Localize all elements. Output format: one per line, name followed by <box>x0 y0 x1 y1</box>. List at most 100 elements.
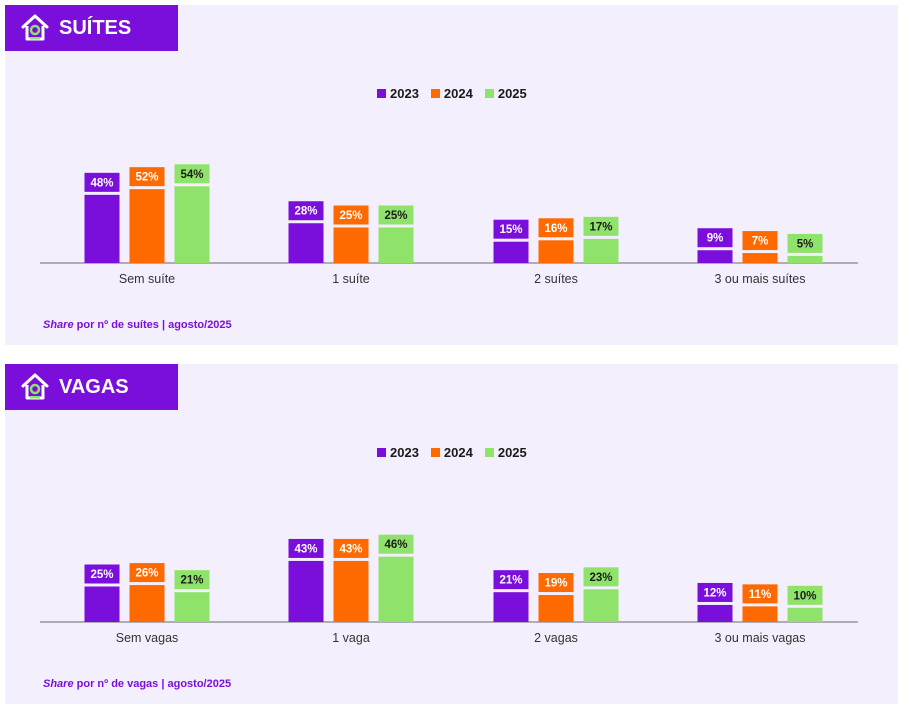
suites-bar-2023-3 <box>697 250 733 263</box>
vagas-label-box-2024-0 <box>129 563 165 583</box>
suites-data-label-2025-0: 54% <box>180 169 203 181</box>
suites-bar-2023-2 <box>493 241 529 263</box>
legend-item-2024: 2024 <box>430 86 473 101</box>
vagas-data-label-2023-3: 12% <box>703 587 726 599</box>
suites-bar-2025-2 <box>583 238 619 263</box>
suites-bar-2024-1 <box>333 227 369 263</box>
vagas-header: VAGAS <box>5 364 178 410</box>
vagas-data-label-2024-0: 26% <box>135 568 158 580</box>
vagas-label-box-2024-1 <box>333 538 369 558</box>
legend-item-2023: 2023 <box>377 445 419 460</box>
vagas-label-box-2024-2 <box>538 573 574 593</box>
suites-data-label-2024-0: 52% <box>135 172 158 184</box>
suites-category-label-1: 1 suíte <box>332 272 370 286</box>
vagas-category-label-1: 1 vaga <box>332 631 370 645</box>
vagas-bar-2024-1 <box>333 560 369 622</box>
vagas-title: VAGAS <box>59 375 129 398</box>
suites-bar-2024-3 <box>742 253 778 263</box>
suites-bar-2023-1 <box>288 223 324 263</box>
vagas-panel: VAGAS 2023 2024 2025 25% 26% 21% Sem vagas 4… <box>5 364 898 704</box>
vagas-data-label-2024-1: 43% <box>339 543 362 555</box>
vagas-label-box-2023-2 <box>493 570 529 590</box>
vagas-bar-2024-2 <box>538 595 574 622</box>
vagas-data-label-2025-0: 21% <box>180 575 203 587</box>
suites-label-box-2025-0 <box>174 164 210 184</box>
suites-bar-2025-0 <box>174 186 210 263</box>
vagas-label-box-2023-0 <box>84 564 120 584</box>
suites-label-box-2024-2 <box>538 218 574 238</box>
vagas-label-box-2025-0 <box>174 570 210 590</box>
suites-data-label-2024-1: 25% <box>339 210 362 222</box>
vagas-bar-2023-0 <box>84 586 120 622</box>
suites-bar-2025-1 <box>378 227 414 263</box>
suites-bar-2024-0 <box>129 189 165 263</box>
vagas-data-label-2025-1: 46% <box>384 539 407 551</box>
suites-title: SUÍTES <box>59 16 132 39</box>
suites-label-box-2025-2 <box>583 216 619 236</box>
suites-label-box-2023-3 <box>697 228 733 248</box>
suites-label-box-2023-1 <box>288 201 324 221</box>
suites-label-box-2025-3 <box>787 233 823 253</box>
suites-category-label-0: Sem suíte <box>119 272 175 286</box>
vagas-chart: 25% 26% 21% Sem vagas 43% 43% 46% 1 vaga 21% 19% 2… <box>40 534 858 645</box>
suites-panel: SUÍTES 2023 2024 2025 48% 52% 54% Sem suíte… <box>5 5 898 345</box>
legend-item-2025: 2025 <box>484 86 527 101</box>
suites-label-box-2024-0 <box>129 167 165 187</box>
vagas-label-box-2025-3 <box>787 585 823 605</box>
vagas-label-box-2023-1 <box>288 538 324 558</box>
vagas-bar-2024-3 <box>742 606 778 622</box>
suites-category-label-3: 3 ou mais suítes <box>714 272 805 286</box>
vagas-data-label-2023-2: 21% <box>499 575 522 587</box>
suites-data-label-2023-1: 28% <box>294 206 317 218</box>
suites-label-box-2023-2 <box>493 219 529 239</box>
vagas-bar-2025-3 <box>787 607 823 622</box>
suites-legend: 2023 2024 2025 <box>377 86 527 101</box>
home-icon <box>21 373 49 400</box>
vagas-data-label-2023-1: 43% <box>294 543 317 555</box>
vagas-label-box-2024-3 <box>742 584 778 604</box>
suites-data-label-2025-1: 25% <box>384 210 407 222</box>
home-icon <box>21 14 49 41</box>
legend-item-2024: 2024 <box>430 445 473 460</box>
vagas-bar-2024-0 <box>129 585 165 622</box>
vagas-category-label-3: 3 ou mais vagas <box>714 631 805 645</box>
suites-source: Share por nº de suítes | agosto/2025 <box>43 319 232 331</box>
suites-data-label-2025-2: 17% <box>589 221 612 233</box>
suites-data-label-2023-3: 9% <box>707 233 724 245</box>
suites-label-box-2023-0 <box>84 172 120 192</box>
legend-item-2023: 2023 <box>377 86 419 101</box>
suites-data-label-2024-2: 16% <box>544 223 567 235</box>
suites-label-box-2024-1 <box>333 205 369 225</box>
vagas-label-box-2025-1 <box>378 534 414 554</box>
vagas-data-label-2024-2: 19% <box>544 578 567 590</box>
vagas-bar-2023-3 <box>697 604 733 622</box>
suites-bar-2025-3 <box>787 255 823 263</box>
vagas-category-label-2: 2 vagas <box>534 631 578 645</box>
vagas-bar-2025-1 <box>378 556 414 622</box>
suites-bar-2024-2 <box>538 240 574 263</box>
suites-label-box-2024-3 <box>742 231 778 251</box>
vagas-bar-2023-1 <box>288 560 324 622</box>
vagas-label-box-2023-3 <box>697 582 733 602</box>
suites-chart: 48% 52% 54% Sem suíte 28% 25% 25% 1 suíte 15% 16%… <box>40 164 858 286</box>
suites-data-label-2024-3: 7% <box>752 236 769 248</box>
suites-data-label-2023-2: 15% <box>499 224 522 236</box>
vagas-source: Share por nº de vagas | agosto/2025 <box>43 678 232 690</box>
vagas-data-label-2024-3: 11% <box>749 589 771 601</box>
vagas-bar-2023-2 <box>493 592 529 622</box>
vagas-data-label-2025-2: 23% <box>589 572 612 584</box>
suites-bar-2023-0 <box>84 194 120 263</box>
suites-data-label-2025-3: 5% <box>797 238 814 250</box>
suites-header: SUÍTES <box>5 5 178 51</box>
vagas-data-label-2023-0: 25% <box>90 569 113 581</box>
suites-label-box-2025-1 <box>378 205 414 225</box>
suites-category-label-2: 2 suítes <box>534 272 578 286</box>
vagas-legend: 2023 2024 2025 <box>377 445 527 460</box>
vagas-bar-2025-0 <box>174 592 210 622</box>
vagas-label-box-2025-2 <box>583 567 619 587</box>
legend-item-2025: 2025 <box>484 445 527 460</box>
suites-data-label-2023-0: 48% <box>90 177 113 189</box>
vagas-data-label-2025-3: 10% <box>793 590 816 602</box>
vagas-bar-2025-2 <box>583 589 619 622</box>
vagas-category-label-0: Sem vagas <box>116 631 179 645</box>
